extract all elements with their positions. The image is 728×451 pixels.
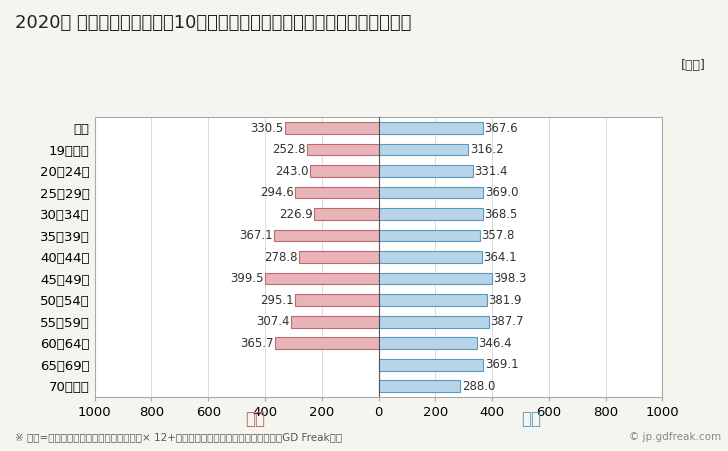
Text: ※ 年収=「きまって支給する現金給与額」× 12+「年間賞与その他特別給与額」としてGD Freak推計: ※ 年収=「きまって支給する現金給与額」× 12+「年間賞与その他特別給与額」と…	[15, 432, 341, 442]
Bar	[265, 273, 379, 285]
Bar	[285, 122, 379, 134]
Text: 226.9: 226.9	[279, 207, 313, 221]
Text: 243.0: 243.0	[274, 165, 308, 178]
Bar	[379, 251, 482, 263]
Text: 278.8: 278.8	[264, 251, 298, 263]
Text: 367.1: 367.1	[240, 229, 273, 242]
Bar	[379, 143, 468, 156]
Bar	[379, 294, 487, 306]
Text: 331.4: 331.4	[474, 165, 507, 178]
Text: 387.7: 387.7	[490, 315, 523, 328]
Text: 381.9: 381.9	[488, 294, 522, 307]
Text: 365.7: 365.7	[240, 336, 273, 350]
Bar	[379, 337, 477, 349]
Bar	[299, 251, 379, 263]
Bar	[274, 230, 379, 241]
Bar	[379, 230, 480, 241]
Text: 346.4: 346.4	[478, 336, 512, 350]
Bar	[314, 208, 379, 220]
Text: 398.3: 398.3	[493, 272, 526, 285]
Bar	[379, 316, 488, 327]
Bar	[379, 187, 483, 198]
Text: [万円]: [万円]	[681, 59, 706, 72]
Text: © jp.gdfreak.com: © jp.gdfreak.com	[628, 432, 721, 442]
Text: 295.1: 295.1	[260, 294, 293, 307]
Bar	[379, 165, 472, 177]
Bar	[379, 359, 483, 371]
Bar	[274, 337, 379, 349]
Text: 369.1: 369.1	[485, 358, 518, 371]
Text: 369.0: 369.0	[485, 186, 518, 199]
Text: 399.5: 399.5	[230, 272, 264, 285]
Text: 330.5: 330.5	[250, 121, 283, 134]
Text: 307.4: 307.4	[256, 315, 290, 328]
Text: 288.0: 288.0	[462, 380, 495, 393]
Text: 2020年 民間企業（従業者数10人以上）フルタイム労働者の男女別平均年収: 2020年 民間企業（従業者数10人以上）フルタイム労働者の男女別平均年収	[15, 14, 411, 32]
Bar	[379, 208, 483, 220]
Bar	[379, 273, 491, 285]
Text: 女性: 女性	[245, 410, 265, 428]
Text: 316.2: 316.2	[470, 143, 503, 156]
Text: 367.6: 367.6	[484, 121, 518, 134]
Bar	[291, 316, 379, 327]
Text: 男性: 男性	[521, 410, 542, 428]
Text: 294.6: 294.6	[260, 186, 293, 199]
Bar	[306, 143, 379, 156]
Text: 368.5: 368.5	[485, 207, 518, 221]
Bar	[379, 380, 460, 392]
Text: 364.1: 364.1	[483, 251, 517, 263]
Bar	[295, 294, 379, 306]
Bar	[309, 165, 379, 177]
Bar	[295, 187, 379, 198]
Text: 357.8: 357.8	[481, 229, 515, 242]
Bar	[379, 122, 483, 134]
Text: 252.8: 252.8	[272, 143, 305, 156]
